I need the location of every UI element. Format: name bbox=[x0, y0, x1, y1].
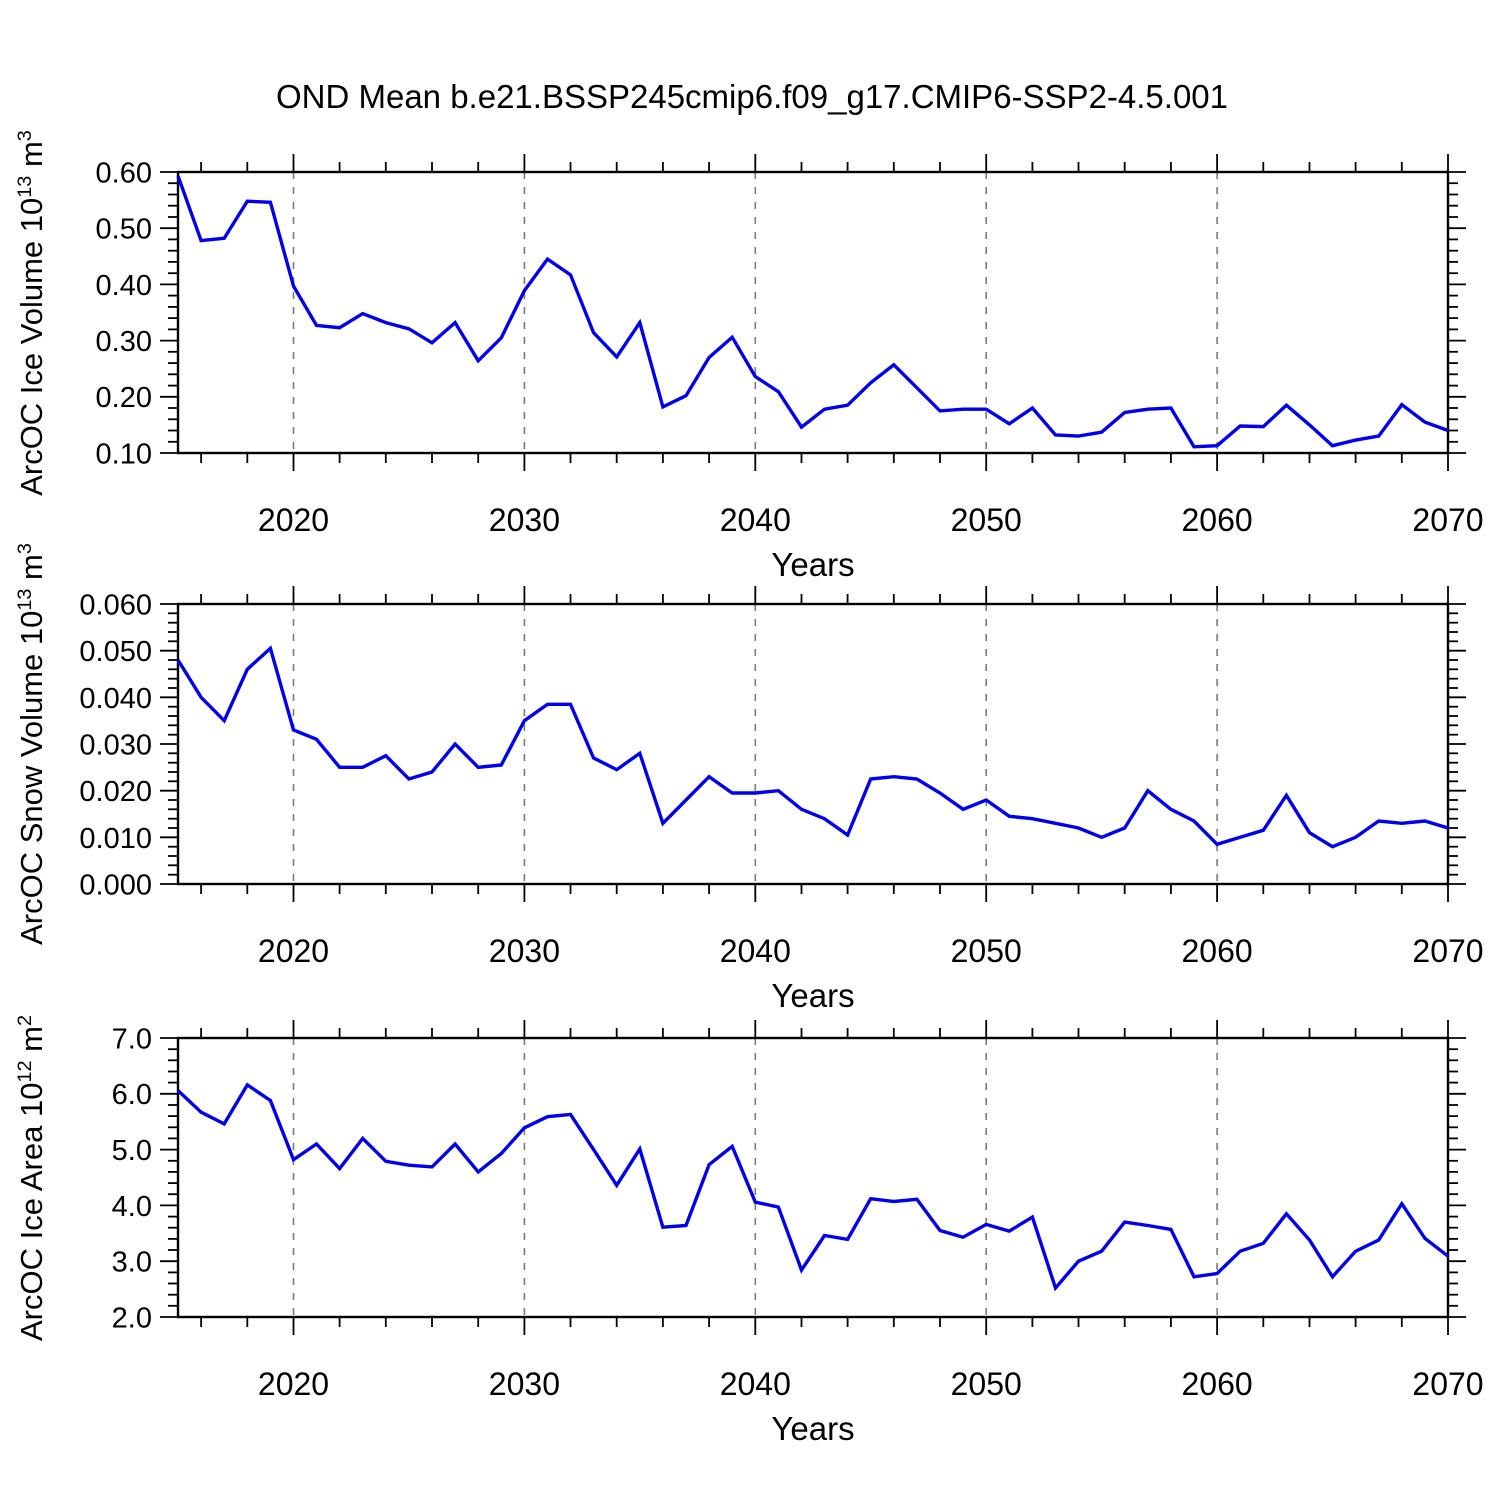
snow-volume-line bbox=[176, 645, 1449, 849]
svg-text:0.010: 0.010 bbox=[79, 823, 152, 855]
y-tick-labels: 2.0 3.0 4.0 5.0 6.0 7.0 bbox=[112, 1023, 152, 1334]
svg-text:2060: 2060 bbox=[1182, 502, 1253, 538]
svg-text:2030: 2030 bbox=[489, 933, 560, 969]
svg-text:0.30: 0.30 bbox=[96, 326, 152, 358]
svg-text:0.030: 0.030 bbox=[79, 729, 152, 761]
x-axis-label-years-top: Years bbox=[771, 546, 855, 583]
svg-text:0.040: 0.040 bbox=[79, 683, 152, 715]
x-axis-label-years-bottom: Years bbox=[771, 1410, 855, 1447]
decade-gridlines bbox=[292, 1038, 1218, 1317]
svg-text:0.40: 0.40 bbox=[96, 270, 152, 302]
svg-text:7.0: 7.0 bbox=[112, 1023, 152, 1055]
axis-ticks bbox=[160, 1020, 1466, 1335]
svg-text:0.20: 0.20 bbox=[96, 382, 152, 414]
svg-text:0.060: 0.060 bbox=[79, 589, 152, 621]
svg-text:2070: 2070 bbox=[1412, 933, 1483, 969]
svg-text:0.50: 0.50 bbox=[96, 214, 152, 246]
svg-text:4.0: 4.0 bbox=[112, 1191, 152, 1223]
svg-text:2040: 2040 bbox=[720, 1366, 791, 1402]
x-tick-labels: 2020 2030 2040 2050 2060 2070 bbox=[258, 1366, 1484, 1402]
svg-text:2020: 2020 bbox=[258, 933, 329, 969]
svg-text:2030: 2030 bbox=[489, 502, 560, 538]
svg-text:6.0: 6.0 bbox=[112, 1079, 152, 1111]
svg-text:2020: 2020 bbox=[258, 502, 329, 538]
svg-text:2020: 2020 bbox=[258, 1366, 329, 1402]
plot-frame bbox=[176, 602, 1450, 886]
y-axis-label-snow-volume: ArcOC Snow Volume 1013 m3 bbox=[14, 543, 49, 945]
svg-text:2070: 2070 bbox=[1412, 1366, 1483, 1402]
y-axis-label-ice-volume: ArcOC Ice Volume 1013 m3 bbox=[14, 129, 49, 496]
svg-text:0.050: 0.050 bbox=[79, 636, 152, 668]
x-axis-label-years-middle: Years bbox=[771, 977, 855, 1014]
chart-title: OND Mean b.e21.BSSP245cmip6.f09_g17.CMIP… bbox=[275, 78, 1229, 115]
x-tick-labels: 2020 2030 2040 2050 2060 2070 bbox=[258, 502, 1484, 538]
x-tick-labels: 2020 2030 2040 2050 2060 2070 bbox=[258, 933, 1484, 969]
plot-frame bbox=[176, 1036, 1450, 1319]
plot-frame bbox=[176, 170, 1450, 455]
svg-text:5.0: 5.0 bbox=[112, 1135, 152, 1167]
svg-text:0.60: 0.60 bbox=[96, 157, 152, 189]
panel-ice-volume: 0.10 0.20 0.30 0.40 0.50 0.60 2020 2030 2040 2050… bbox=[96, 154, 1484, 538]
decade-gridlines bbox=[292, 604, 1218, 884]
decade-gridlines bbox=[292, 172, 1218, 453]
svg-text:0.020: 0.020 bbox=[79, 776, 152, 808]
svg-text:2030: 2030 bbox=[489, 1366, 560, 1402]
svg-text:2060: 2060 bbox=[1182, 933, 1253, 969]
svg-text:3.0: 3.0 bbox=[112, 1247, 152, 1279]
svg-text:0.10: 0.10 bbox=[96, 438, 152, 470]
axis-ticks bbox=[160, 154, 1466, 471]
svg-text:2.0: 2.0 bbox=[112, 1302, 152, 1334]
axis-ticks bbox=[160, 586, 1466, 902]
ice-area-line bbox=[176, 1082, 1450, 1292]
y-axis-label-ice-area: ArcOC Ice Area 1012 m2 bbox=[14, 1014, 49, 1341]
y-tick-labels: 0.000 0.010 0.020 0.030 0.040 0.050 0.060 bbox=[79, 589, 152, 901]
svg-text:0.000: 0.000 bbox=[79, 869, 152, 901]
svg-text:2060: 2060 bbox=[1182, 1366, 1253, 1402]
svg-text:2070: 2070 bbox=[1412, 502, 1483, 538]
y-tick-labels: 0.10 0.20 0.30 0.40 0.50 0.60 bbox=[96, 157, 152, 470]
svg-text:2050: 2050 bbox=[951, 933, 1022, 969]
svg-text:2040: 2040 bbox=[720, 502, 791, 538]
ice-volume-line bbox=[176, 175, 1449, 449]
svg-text:2050: 2050 bbox=[951, 1366, 1022, 1402]
svg-text:2040: 2040 bbox=[720, 933, 791, 969]
svg-text:2050: 2050 bbox=[951, 502, 1022, 538]
